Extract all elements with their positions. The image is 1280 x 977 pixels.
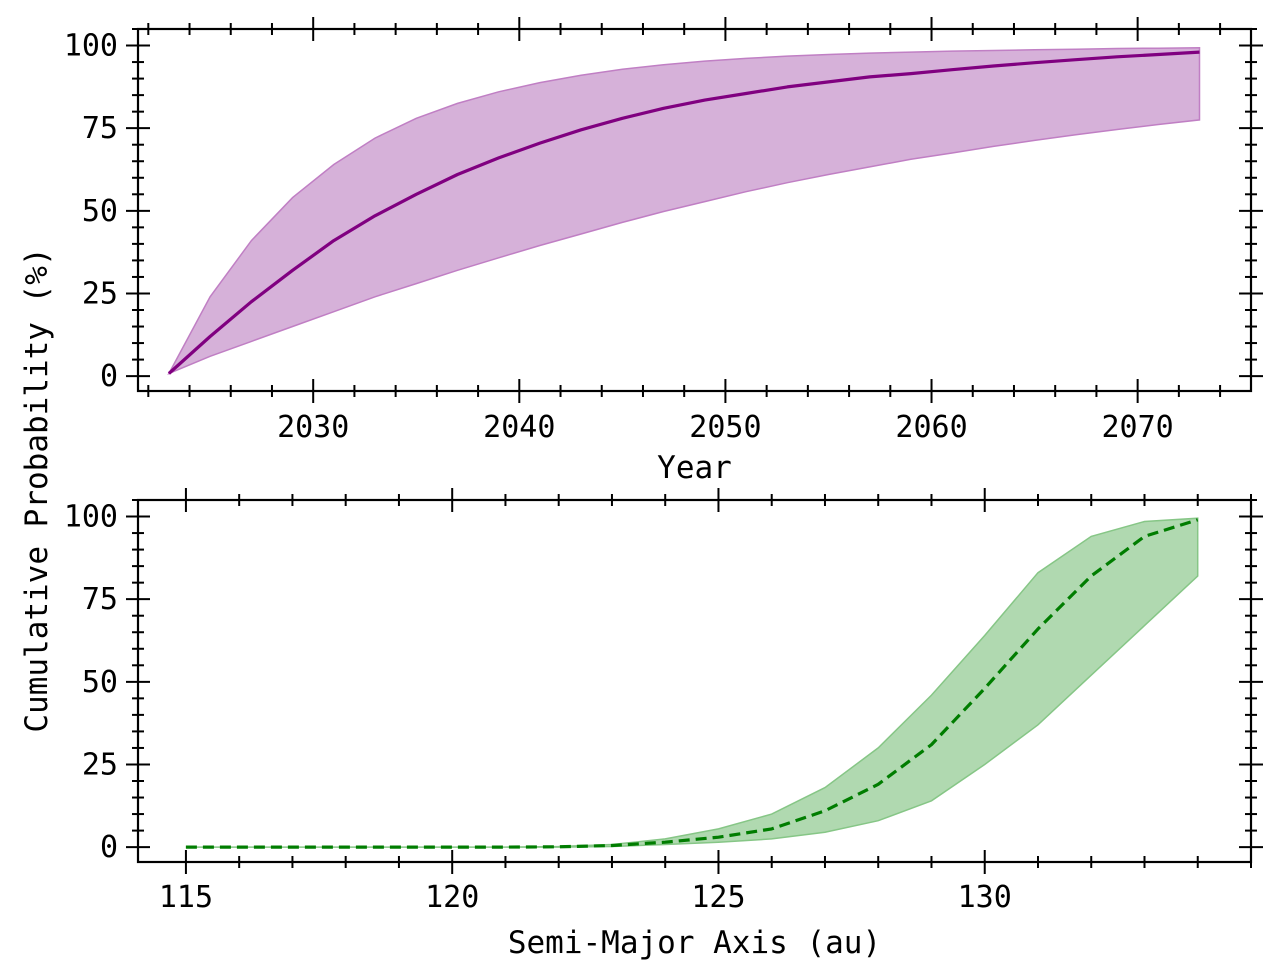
y-axis-label: Cumulative Probability (%): [19, 247, 55, 732]
y-tick-label: 0: [100, 359, 118, 394]
bottom-panel: 115 120 125 130 0 25 50 75 100 Semi-Major Axis (a…: [64, 488, 1263, 961]
x-axis-label: Semi-Major Axis (au): [508, 925, 881, 961]
x-tick-label: 125: [691, 880, 745, 915]
y-tick-label: 0: [100, 830, 118, 865]
y-tick-label: 100: [64, 500, 118, 535]
x-tick-label: 130: [958, 880, 1012, 915]
confidence-band: [185, 517, 1199, 848]
x-tick-label: 2040: [483, 410, 555, 445]
x-tick-label: 120: [425, 880, 479, 915]
series-line-0: [167, 50, 1200, 375]
y-tick-label: 25: [82, 276, 118, 311]
y-tick-label: 75: [82, 111, 118, 146]
y-tick-label: 100: [64, 29, 118, 64]
y-tick-label: 50: [82, 665, 118, 700]
top-panel: 2030 2040 2050 2060 2070 0 25 50 75 100 Year: [64, 17, 1263, 486]
y-tick-label: 25: [82, 747, 118, 782]
x-tick-label: 115: [159, 880, 213, 915]
x-tick-label: 2030: [277, 410, 349, 445]
confidence-band: [167, 47, 1201, 376]
x-axis-label: Year: [657, 450, 732, 486]
y-tick-label: 50: [82, 194, 118, 229]
x-tick-label: 2070: [1102, 410, 1174, 445]
x-tick-label: 2060: [895, 410, 967, 445]
y-tick-label: 75: [82, 582, 118, 617]
x-tick-label: 2050: [689, 410, 761, 445]
